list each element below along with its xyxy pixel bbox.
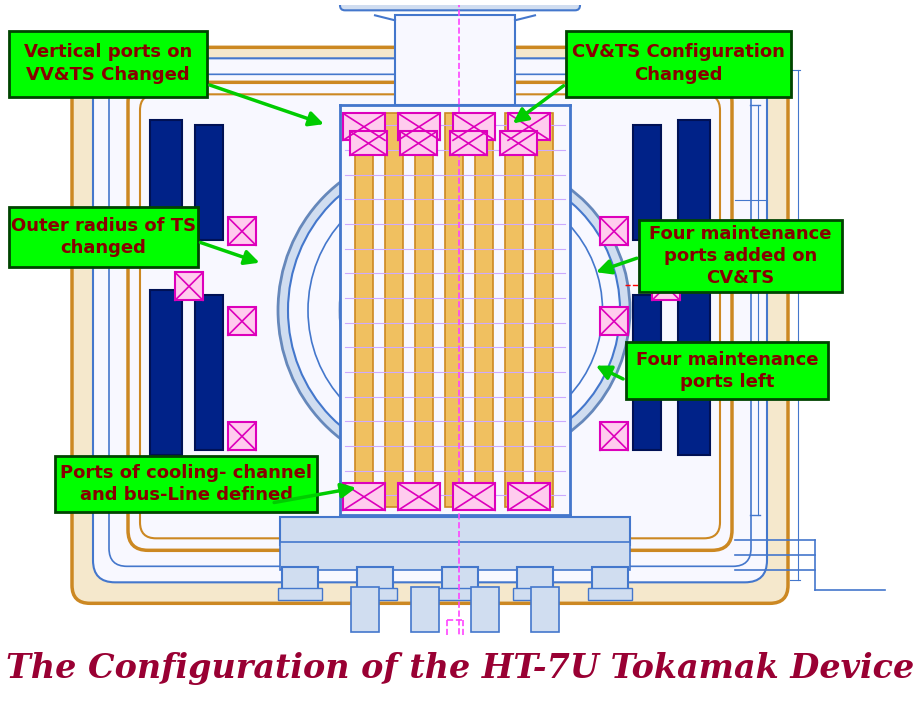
Bar [340, 106, 570, 515]
FancyBboxPatch shape [140, 94, 720, 539]
Bar [357, 567, 392, 596]
Bar [355, 660, 375, 675]
Bar [355, 113, 372, 508]
Ellipse shape [367, 188, 602, 433]
Bar [279, 542, 630, 570]
Bar [398, 113, 439, 140]
Bar [587, 589, 631, 601]
FancyBboxPatch shape [93, 58, 766, 582]
Bar [195, 125, 222, 240]
Bar [343, 484, 384, 510]
Bar [228, 308, 255, 335]
FancyBboxPatch shape [625, 342, 827, 399]
Bar [505, 113, 522, 508]
Bar [507, 484, 550, 510]
FancyBboxPatch shape [565, 30, 790, 96]
FancyBboxPatch shape [9, 207, 198, 267]
Ellipse shape [288, 161, 577, 460]
Bar [384, 113, 403, 508]
Bar [677, 290, 709, 455]
Text: Outer radius of TS
changed: Outer radius of TS changed [11, 217, 196, 257]
Bar [351, 587, 379, 632]
Bar [507, 113, 550, 140]
Bar [175, 272, 203, 301]
Bar [394, 15, 515, 106]
Bar [535, 660, 554, 675]
Bar [599, 308, 628, 335]
Bar [282, 567, 318, 596]
FancyBboxPatch shape [128, 82, 732, 551]
Bar [343, 113, 384, 140]
Bar [474, 660, 494, 675]
Bar [228, 422, 255, 451]
Text: Four maintenance
ports added on
CV&TS: Four maintenance ports added on CV&TS [649, 225, 831, 287]
Bar [340, 106, 570, 515]
Ellipse shape [340, 161, 630, 460]
Bar [349, 132, 387, 156]
Text: CV&TS Configuration
Changed: CV&TS Configuration Changed [572, 44, 784, 84]
FancyBboxPatch shape [340, 0, 579, 11]
Bar [632, 125, 660, 240]
FancyBboxPatch shape [639, 220, 841, 292]
FancyBboxPatch shape [108, 75, 750, 566]
Ellipse shape [278, 151, 587, 470]
Bar [400, 132, 437, 156]
Ellipse shape [308, 180, 558, 440]
FancyBboxPatch shape [55, 455, 317, 513]
Bar [414, 660, 435, 675]
FancyBboxPatch shape [9, 30, 207, 96]
Bar [513, 589, 556, 601]
Bar [278, 589, 322, 601]
Bar [632, 295, 660, 451]
Bar [474, 113, 493, 508]
Bar [195, 295, 222, 451]
Bar [441, 567, 478, 596]
Bar [471, 587, 498, 632]
Bar [414, 113, 433, 508]
Bar [599, 422, 628, 451]
Bar [445, 113, 462, 508]
Text: Ports of cooling- channel
and bus-Line defined: Ports of cooling- channel and bus-Line d… [61, 464, 312, 504]
Ellipse shape [349, 170, 619, 451]
Bar [677, 120, 709, 240]
Bar [353, 589, 397, 601]
Bar [452, 113, 494, 140]
Bar [279, 517, 630, 546]
Bar [411, 587, 438, 632]
Bar [530, 587, 559, 632]
Bar [398, 484, 439, 510]
Bar [591, 567, 628, 596]
Bar [599, 218, 628, 245]
Text: The Configuration of the HT-7U Tokamak Device: The Configuration of the HT-7U Tokamak D… [6, 653, 913, 685]
Bar [652, 272, 679, 301]
FancyBboxPatch shape [72, 47, 788, 603]
Bar [499, 132, 537, 156]
Bar [437, 589, 482, 601]
Bar [228, 218, 255, 245]
Bar [535, 113, 552, 508]
Text: Four maintenance
ports left: Four maintenance ports left [635, 351, 817, 391]
Bar [150, 290, 182, 455]
Text: Vertical ports on
VV&TS Changed: Vertical ports on VV&TS Changed [24, 44, 192, 84]
Bar [516, 567, 552, 596]
Bar [452, 484, 494, 510]
Bar [150, 120, 182, 240]
Bar [449, 132, 486, 156]
